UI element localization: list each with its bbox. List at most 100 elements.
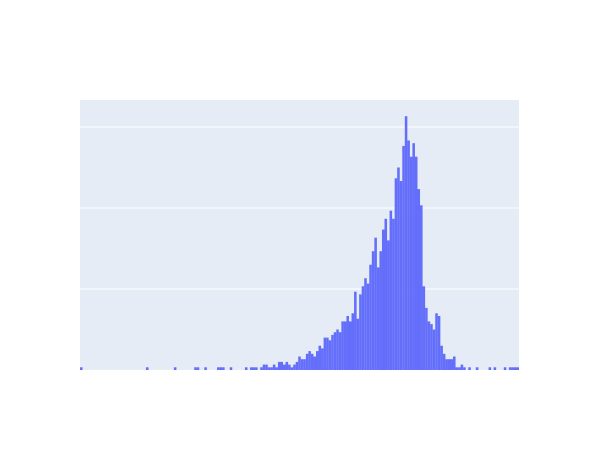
histogram-bar-26: [145, 367, 149, 370]
histogram-bar-151: [463, 367, 466, 370]
histogram-bar-145: [447, 359, 451, 370]
histogram-bar-100: [333, 332, 337, 370]
histogram-bar-71: [260, 367, 263, 370]
histogram-bar-167: [503, 367, 507, 370]
histogram-bar-80: [283, 364, 286, 370]
histogram-bar-102: [338, 332, 342, 370]
histogram-bar-146: [450, 359, 454, 370]
histogram-bar-149: [458, 367, 461, 370]
histogram-bar-101: [336, 329, 339, 370]
histogram-bar-172: [516, 367, 519, 370]
histogram-bar-95: [321, 348, 324, 370]
histogram-bar-96: [323, 337, 327, 370]
histogram-bar-84: [293, 364, 296, 370]
histogram-bar-99: [331, 334, 334, 370]
plot-background: [80, 100, 519, 370]
histogram-bar-169: [508, 367, 512, 370]
histogram-bar-113: [366, 283, 370, 370]
histogram-bar-75: [270, 367, 273, 370]
histogram-bar-76: [272, 364, 276, 370]
histogram-bar-78: [277, 361, 281, 370]
histogram-bar-49: [204, 367, 207, 370]
histogram-bar-144: [445, 359, 448, 370]
histogram-bar-0: [80, 367, 83, 370]
histogram-bar-171: [513, 367, 517, 370]
histogram-bar-83: [290, 367, 294, 370]
histogram-bar-120: [384, 218, 388, 370]
histogram-bar-110: [359, 294, 362, 370]
histogram-bar-56: [222, 367, 225, 370]
histogram-bar-112: [364, 278, 367, 370]
histogram-bar-65: [244, 367, 248, 370]
histogram-bar-92: [313, 356, 316, 370]
histogram-bar-54: [217, 367, 220, 370]
histogram-bar-153: [468, 367, 471, 370]
histogram-bar-139: [432, 329, 436, 370]
histogram-bar-129: [407, 140, 410, 370]
histogram-bar-116: [374, 237, 377, 370]
histogram-bar-161: [488, 367, 492, 370]
histogram-bar-156: [475, 367, 479, 370]
histogram-bar-69: [255, 367, 258, 370]
histogram-bar-125: [397, 167, 400, 370]
histogram-bar-124: [394, 178, 398, 370]
histogram-bar-89: [305, 353, 309, 370]
histogram-bar-107: [351, 313, 355, 370]
histogram-bar-104: [343, 321, 347, 370]
histogram-bar-117: [376, 267, 380, 370]
histogram-bar-90: [308, 351, 311, 370]
histogram-bar-45: [194, 367, 197, 370]
histogram-bar-72: [262, 364, 266, 370]
histogram-bar-123: [392, 218, 395, 370]
histogram-bar-67: [250, 367, 253, 370]
histogram-bar-82: [288, 364, 291, 370]
histogram-bar-97: [326, 337, 329, 370]
histogram-bar-135: [422, 286, 426, 370]
histogram-bar-79: [280, 361, 284, 370]
histogram-bar-88: [303, 359, 306, 370]
histogram-bar-133: [417, 189, 421, 370]
gridlines: [80, 126, 519, 290]
histogram-bar-138: [430, 324, 433, 370]
histogram-bar-86: [298, 356, 301, 370]
histogram-bar-130: [409, 156, 413, 370]
histogram-bar-142: [440, 345, 443, 370]
histogram-bar-73: [265, 364, 268, 370]
histogram-bar-132: [414, 156, 418, 370]
histogram-bar-55: [219, 367, 223, 370]
histogram-bar-121: [387, 240, 390, 370]
histogram-bar-94: [318, 345, 322, 370]
histogram-bar-119: [381, 229, 385, 370]
histogram-bar-114: [369, 264, 372, 370]
histogram-bar-137: [427, 321, 431, 370]
histogram-bar-111: [361, 286, 365, 370]
histogram-bar-170: [511, 367, 514, 370]
histogram-bar-163: [493, 367, 497, 370]
histogram-bar-81: [285, 361, 289, 370]
histogram-bar-37: [173, 367, 177, 370]
bars: [80, 116, 519, 370]
histogram-bar-136: [425, 307, 428, 370]
histogram-bar-143: [442, 353, 446, 370]
histogram-bar-150: [460, 364, 464, 370]
histogram-bar-108: [354, 291, 357, 370]
histogram-bar-74: [267, 367, 271, 370]
histogram-bar-77: [275, 367, 278, 370]
histogram-bar-91: [310, 353, 314, 370]
histogram-bar-147: [453, 356, 456, 370]
histogram-bar-103: [341, 321, 344, 370]
histogram-bar-85: [295, 361, 299, 370]
histogram-bar-126: [399, 181, 403, 370]
histogram-bar-140: [435, 313, 438, 370]
histogram-bar-87: [300, 359, 304, 370]
histogram-bar-128: [404, 116, 408, 370]
histogram-bar-148: [455, 367, 459, 370]
histogram-bar-106: [348, 321, 352, 370]
histogram-bar-115: [371, 251, 375, 370]
histogram-bar-141: [437, 316, 441, 370]
histogram-bar-131: [412, 143, 415, 370]
histogram-bar-134: [420, 205, 423, 370]
histogram-bar-46: [196, 367, 200, 370]
histogram-bar-122: [389, 210, 393, 370]
